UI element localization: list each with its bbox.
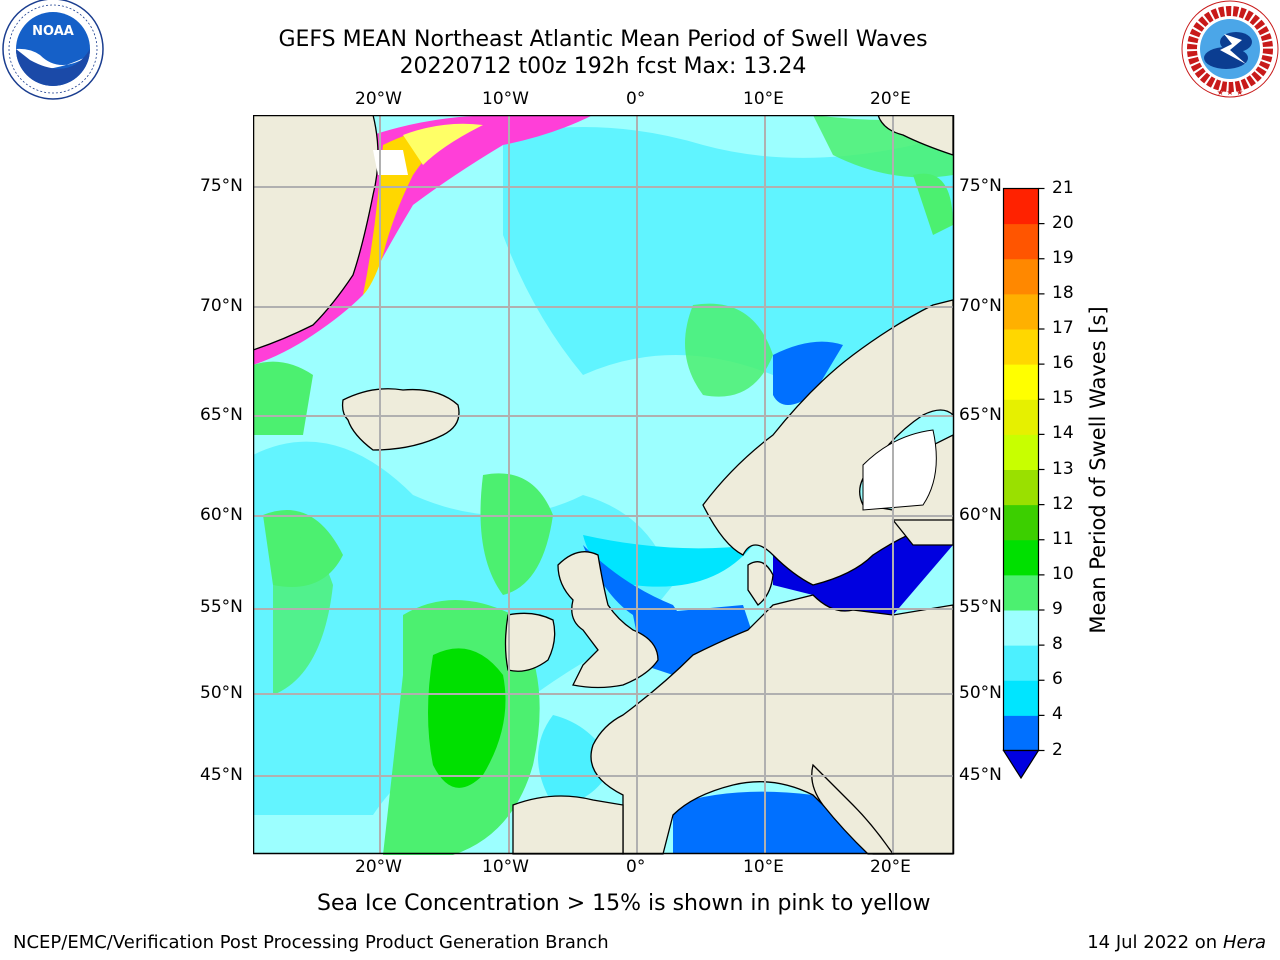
colorbar-tick-label: 20 <box>1052 212 1074 233</box>
colorbar-band-12 <box>1003 293 1039 330</box>
lon-label-bottom-0: 0° <box>626 857 646 877</box>
lon-label-bottom-10e: 10°E <box>743 857 784 877</box>
colorbar-ticks <box>1038 187 1045 752</box>
map-plot <box>253 115 955 855</box>
colorbar-tick-label: 12 <box>1052 493 1074 514</box>
lat-label-right-55n: 55°N <box>959 597 1002 617</box>
colorbar-tick-label: 14 <box>1052 423 1074 444</box>
colorbar-tick-label: 8 <box>1052 634 1063 655</box>
lon-label-top-10e: 10°E <box>743 89 784 109</box>
colorbar-label: Mean Period of Swell Waves [s] <box>1086 306 1110 634</box>
lon-label-bottom-10w: 10°W <box>482 857 529 877</box>
lat-label-left-75n: 75°N <box>200 176 243 196</box>
land-masses <box>253 115 954 855</box>
noaa-logo-text: NOAA <box>32 24 74 39</box>
lat-label-right-45n: 45°N <box>959 765 1002 785</box>
colorbar-tick-label: 13 <box>1052 458 1074 479</box>
lat-label-right-60n: 60°N <box>959 505 1002 525</box>
footer-left: NCEP/EMC/Verification Post Processing Pr… <box>13 932 609 953</box>
lon-label-bottom-20w: 20°W <box>355 857 402 877</box>
colorbar-band-0 <box>1003 715 1039 751</box>
lon-label-top-20w: 20°W <box>355 89 402 109</box>
colorbar-band-4 <box>1003 574 1039 611</box>
lat-label-right-65n: 65°N <box>959 405 1002 425</box>
colorbar-tick-label: 11 <box>1052 528 1074 549</box>
colorbar-extend-arrow <box>1002 749 1040 780</box>
colorbar-band-15 <box>1003 188 1039 225</box>
colorbar-band-14 <box>1003 223 1039 260</box>
swell-patches <box>253 115 953 855</box>
lat-label-left-50n: 50°N <box>200 683 243 703</box>
colorbar-band-2 <box>1003 645 1039 681</box>
colorbar-band-8 <box>1003 434 1039 470</box>
lat-label-right-50n: 50°N <box>959 683 1002 703</box>
lon-label-top-20e: 20°E <box>870 89 911 109</box>
gridlines <box>253 115 954 854</box>
colorbar-band-6 <box>1003 504 1039 541</box>
colorbar-band-5 <box>1003 539 1039 576</box>
lat-label-right-70n: 70°N <box>959 296 1002 316</box>
colorbar-tick-label: 2 <box>1052 739 1063 760</box>
colorbar-band-7 <box>1003 469 1039 506</box>
chart-subtitle: 20220712 t00z 192h fcst Max: 13.24 <box>399 54 807 79</box>
map-frame <box>253 115 955 855</box>
lon-label-top-0: 0° <box>626 89 646 109</box>
colorbar-tick-label: 17 <box>1052 318 1074 338</box>
colorbar-band-11 <box>1003 329 1039 365</box>
colorbar-band-13 <box>1003 258 1039 295</box>
sea-ice-note: Sea Ice Concentration > 15% is shown in … <box>317 891 931 916</box>
lat-label-left-60n: 60°N <box>200 505 243 525</box>
lat-label-left-45n: 45°N <box>200 765 243 785</box>
lat-label-left-70n: 70°N <box>200 296 243 316</box>
lat-label-left-65n: 65°N <box>200 405 243 425</box>
colorbar-tick-label: 10 <box>1052 563 1074 584</box>
colorbar-band-10 <box>1003 364 1039 400</box>
lon-label-bottom-20e: 20°E <box>870 857 911 877</box>
colorbar-tick-label: 6 <box>1052 669 1063 690</box>
colorbar-tick-label: 16 <box>1052 353 1074 374</box>
colorbar-band-1 <box>1003 680 1039 716</box>
colorbar-tick-label: 15 <box>1052 388 1074 409</box>
colorbar-tick-label: 19 <box>1052 247 1074 268</box>
footer-host: Hera <box>1222 932 1266 953</box>
colorbar-band-9 <box>1003 399 1039 435</box>
svg-text:★ ★ ★: ★ ★ ★ <box>1217 88 1244 97</box>
lat-label-right-75n: 75°N <box>959 176 1002 196</box>
nws-logo: ★ ★ ★ <box>1181 0 1279 98</box>
colorbar-tick-label: 18 <box>1052 282 1074 303</box>
colorbar-bands <box>1003 188 1039 751</box>
colorbar-tick-label: 9 <box>1052 599 1063 619</box>
colorbar-tick-label: 21 <box>1052 177 1074 198</box>
chart-title: GEFS MEAN Northeast Atlantic Mean Period… <box>278 27 928 52</box>
lat-label-left-55n: 55°N <box>200 597 243 617</box>
colorbar <box>1002 187 1045 780</box>
noaa-logo: NOAA <box>2 0 104 100</box>
lon-label-top-10w: 10°W <box>482 89 529 109</box>
footer-right: 14 Jul 2022 on Hera <box>1087 932 1266 953</box>
colorbar-band-3 <box>1003 610 1039 646</box>
footer-date: 14 Jul 2022 on <box>1087 932 1223 953</box>
colorbar-tick-label: 4 <box>1052 704 1063 725</box>
